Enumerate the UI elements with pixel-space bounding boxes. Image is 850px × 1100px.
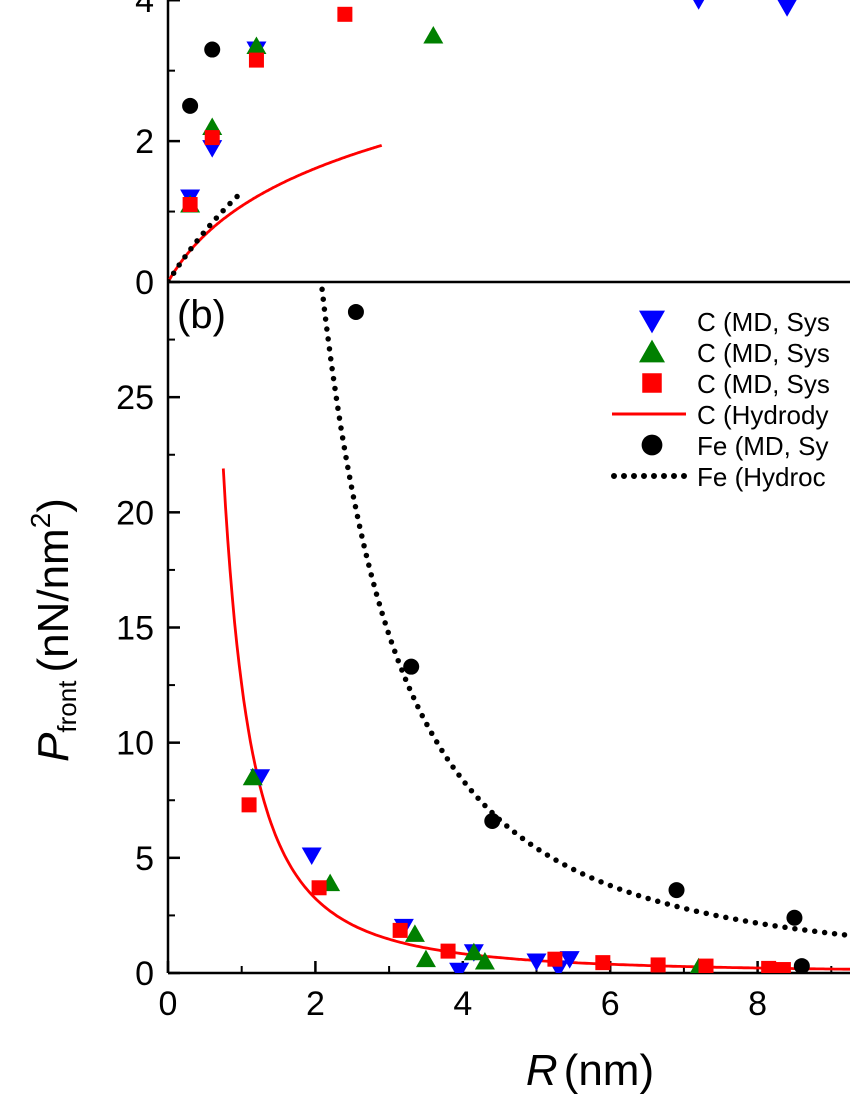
- panel-label-b: (b): [177, 293, 226, 337]
- y-tick-label-b: 5: [135, 840, 154, 878]
- marker-b-triangle-down: [526, 953, 547, 971]
- marker-b-circle: [786, 909, 803, 926]
- y-tick-label-b: 25: [116, 379, 154, 417]
- x-tick-label: 8: [748, 985, 767, 1023]
- marker-a-square: [182, 197, 198, 213]
- marker-b-triangle-up: [242, 767, 263, 786]
- curve-b-5: [318, 282, 850, 939]
- y-tick-label-b: 0: [135, 955, 154, 993]
- marker-a-square: [204, 130, 220, 146]
- marker-a-circle: [204, 41, 221, 58]
- marker-b-circle: [403, 658, 420, 675]
- y-axis-title-var: P: [29, 732, 78, 762]
- marker-b-circle: [347, 303, 364, 320]
- legend-symbol-triangle-down: [639, 310, 665, 334]
- legend-label: C (MD, Sys: [697, 338, 830, 368]
- marker-a-triangle-down: [693, 0, 705, 10]
- marker-b-triangle-up: [404, 924, 425, 942]
- y-axis-title-sup: 2: [25, 513, 56, 529]
- legend-symbol-square: [642, 373, 662, 393]
- x-tick-label: 0: [159, 985, 178, 1023]
- marker-b-circle: [484, 812, 501, 829]
- y-tick-label-b: 15: [116, 610, 154, 648]
- marker-b-triangle-up: [415, 949, 436, 968]
- marker-b-circle: [793, 958, 810, 973]
- legend-symbol-circle: [641, 434, 663, 456]
- marker-b-square: [547, 951, 563, 967]
- y-axis-title-close: ): [29, 498, 78, 513]
- marker-b-triangle-up: [463, 942, 484, 961]
- marker-b-square: [761, 960, 777, 973]
- y-tick-label-a: 4: [135, 0, 154, 20]
- x-axis-title-unit: (nm): [564, 1046, 654, 1095]
- legend-label: Fe (Hydroc: [697, 462, 826, 492]
- marker-b-square: [392, 922, 408, 938]
- marker-b-circle: [668, 882, 685, 899]
- y-tick-label-a: 0: [135, 264, 154, 302]
- marker-a-square: [248, 52, 264, 68]
- x-tick-label: 4: [453, 985, 472, 1023]
- curve-a-5: [168, 189, 245, 282]
- y-axis-title-sub: front: [52, 680, 82, 733]
- marker-b-square: [440, 943, 456, 959]
- y-axis-title: Pfront (nN/nm2): [25, 498, 82, 762]
- panel-a: 0 2 4: [135, 0, 850, 973]
- marker-a-triangle-down: [777, 0, 797, 17]
- marker-b-square: [650, 957, 666, 973]
- y-tick-label-a: 2: [135, 123, 154, 161]
- marker-b-square: [775, 962, 791, 973]
- y-tick-label-b: 20: [116, 494, 154, 532]
- marker-a-circle: [182, 97, 199, 114]
- marker-b-triangle-up: [474, 951, 495, 970]
- marker-b-square: [595, 955, 611, 971]
- marker-b-triangle-down: [301, 847, 322, 866]
- x-axis-title: R (nm): [526, 1046, 654, 1095]
- marker-a-square: [337, 6, 353, 22]
- x-tick-label: 6: [601, 985, 620, 1023]
- marker-b-square: [311, 880, 327, 896]
- x-tick-label: 2: [306, 985, 325, 1023]
- curve-a-3: [168, 144, 383, 282]
- legend-label: C (MD, Sys: [697, 369, 830, 399]
- plot-area-a: [168, 0, 797, 282]
- marker-b-triangle-down: [449, 962, 470, 973]
- marker-b-square: [698, 958, 714, 973]
- marker-a-triangle-up: [423, 25, 444, 44]
- y-tick-label-b: 10: [116, 725, 154, 763]
- legend-label: C (Hydrody: [697, 400, 828, 430]
- legend-label: C (MD, Sys: [697, 307, 830, 337]
- legend-label: Fe (MD, Sy: [697, 431, 828, 461]
- x-axis-title-var: R: [526, 1046, 558, 1095]
- plot-area-b: [221, 282, 850, 973]
- marker-b-square: [241, 797, 257, 813]
- marker-a-triangle-up: [246, 36, 267, 55]
- marker-b-triangle-down: [559, 951, 580, 969]
- legend-symbol-triangle-up: [639, 339, 665, 363]
- y-axis-title-unit: (nN/nm: [29, 528, 78, 672]
